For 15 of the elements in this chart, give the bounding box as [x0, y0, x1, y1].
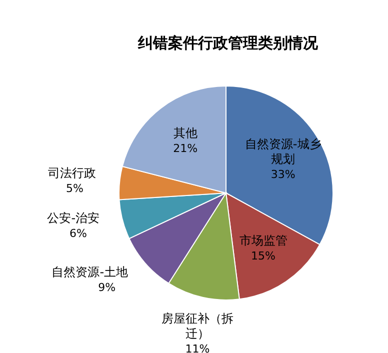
slice-label: 房屋征补（拆迁） — [162, 311, 234, 340]
slice-label: 自然资源-土地 — [52, 264, 128, 279]
data-label: 9% — [98, 280, 116, 294]
data-label: 33% — [270, 168, 296, 182]
slice-label: 市场监管 — [239, 233, 288, 248]
slice-label: 公安-治安 — [47, 210, 100, 225]
data-label: 5% — [66, 182, 84, 196]
slice-label: 其他 — [173, 126, 198, 140]
data-label: 11% — [185, 342, 210, 353]
slice-label: 自然资源-城乡规划 — [244, 137, 322, 166]
data-label: 6% — [70, 226, 88, 240]
slice-label: 司法行政 — [48, 166, 96, 180]
data-label: 15% — [251, 249, 276, 262]
chart-title: 纠错案件行政管理类别情况 — [137, 34, 319, 52]
data-label: 21% — [173, 142, 198, 156]
